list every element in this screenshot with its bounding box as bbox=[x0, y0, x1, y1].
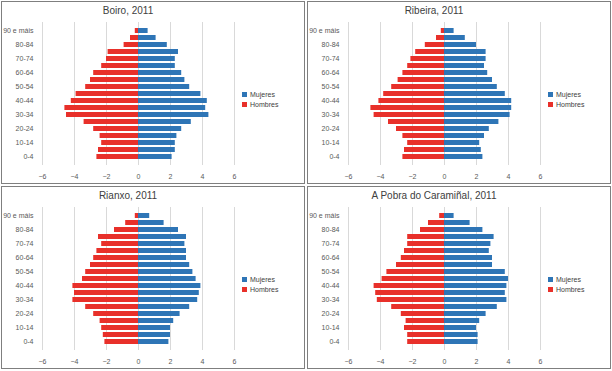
svg-text:6: 6 bbox=[233, 358, 237, 365]
html-text:Hombres: Hombres bbox=[556, 101, 585, 108]
svg-text:6: 6 bbox=[539, 173, 543, 180]
svg-text:−6: −6 bbox=[39, 173, 47, 180]
html-text:A Pobra do Caramiñal, 2011: A Pobra do Caramiñal, 2011 bbox=[371, 190, 497, 201]
svg-text:20-24: 20-24 bbox=[16, 310, 34, 317]
svg-text:80-84: 80-84 bbox=[322, 41, 340, 48]
html-text:Ribeira, 2011: Ribeira, 2011 bbox=[404, 5, 464, 16]
html-text:Mujeres: Mujeres bbox=[556, 276, 581, 283]
svg-text:6: 6 bbox=[233, 173, 237, 180]
svg-text:90 e máis: 90 e máis bbox=[3, 212, 34, 219]
svg-text:80-84: 80-84 bbox=[16, 226, 34, 233]
svg-text:0-4: 0-4 bbox=[23, 153, 33, 160]
svg-text:4: 4 bbox=[201, 173, 205, 180]
svg-text:4: 4 bbox=[201, 358, 205, 365]
svg-text:0: 0 bbox=[443, 358, 447, 365]
svg-text:0: 0 bbox=[137, 173, 141, 180]
svg-text:30-34: 30-34 bbox=[16, 111, 34, 118]
svg-text:60-64: 60-64 bbox=[16, 254, 34, 261]
svg-text:10-14: 10-14 bbox=[16, 324, 34, 331]
svg-text:90 e máis: 90 e máis bbox=[309, 212, 340, 219]
svg-text:80-84: 80-84 bbox=[322, 226, 340, 233]
svg-text:70-74: 70-74 bbox=[322, 240, 340, 247]
svg-text:50-54: 50-54 bbox=[322, 268, 340, 275]
svg-text:0-4: 0-4 bbox=[329, 153, 339, 160]
html-text:Rianxo, 2011: Rianxo, 2011 bbox=[98, 190, 158, 201]
svg-text:70-74: 70-74 bbox=[16, 240, 34, 247]
svg-text:10-14: 10-14 bbox=[16, 139, 34, 146]
svg-text:60-64: 60-64 bbox=[322, 69, 340, 76]
svg-text:90 e máis: 90 e máis bbox=[309, 27, 340, 34]
svg-text:6: 6 bbox=[539, 358, 543, 365]
svg-text:−6: −6 bbox=[345, 173, 353, 180]
svg-text:80-84: 80-84 bbox=[16, 41, 34, 48]
html-text:Mujeres: Mujeres bbox=[250, 91, 275, 98]
svg-text:−6: −6 bbox=[39, 358, 47, 365]
svg-text:40-44: 40-44 bbox=[322, 97, 340, 104]
svg-text:4: 4 bbox=[507, 358, 511, 365]
svg-text:20-24: 20-24 bbox=[16, 125, 34, 132]
html-text:Hombres: Hombres bbox=[556, 286, 585, 293]
svg-text:50-54: 50-54 bbox=[322, 83, 340, 90]
svg-text:30-34: 30-34 bbox=[322, 296, 340, 303]
svg-text:−4: −4 bbox=[71, 173, 79, 180]
svg-text:60-64: 60-64 bbox=[16, 69, 34, 76]
svg-text:4: 4 bbox=[507, 173, 511, 180]
svg-text:−2: −2 bbox=[103, 358, 111, 365]
html-text:Hombres: Hombres bbox=[250, 286, 279, 293]
svg-text:−4: −4 bbox=[377, 173, 385, 180]
svg-text:−2: −2 bbox=[409, 173, 417, 180]
html-text:Mujeres: Mujeres bbox=[250, 276, 275, 283]
svg-text:−6: −6 bbox=[345, 358, 353, 365]
svg-text:20-24: 20-24 bbox=[322, 125, 340, 132]
html-text:Hombres: Hombres bbox=[250, 101, 279, 108]
svg-text:2: 2 bbox=[475, 358, 479, 365]
svg-text:2: 2 bbox=[475, 173, 479, 180]
svg-text:60-64: 60-64 bbox=[322, 254, 340, 261]
svg-text:−2: −2 bbox=[103, 173, 111, 180]
html-text:Boiro, 2011: Boiro, 2011 bbox=[102, 5, 154, 16]
svg-text:50-54: 50-54 bbox=[16, 268, 34, 275]
svg-text:40-44: 40-44 bbox=[16, 282, 34, 289]
svg-text:30-34: 30-34 bbox=[16, 296, 34, 303]
svg-text:20-24: 20-24 bbox=[322, 310, 340, 317]
svg-text:90 e máis: 90 e máis bbox=[3, 27, 34, 34]
svg-text:50-54: 50-54 bbox=[16, 83, 34, 90]
svg-text:0-4: 0-4 bbox=[23, 338, 33, 345]
svg-text:−2: −2 bbox=[409, 358, 417, 365]
svg-text:10-14: 10-14 bbox=[322, 324, 340, 331]
svg-text:0: 0 bbox=[443, 173, 447, 180]
svg-text:2: 2 bbox=[169, 358, 173, 365]
svg-text:30-34: 30-34 bbox=[322, 111, 340, 118]
svg-text:−4: −4 bbox=[71, 358, 79, 365]
svg-text:2: 2 bbox=[169, 173, 173, 180]
svg-text:10-14: 10-14 bbox=[322, 139, 340, 146]
svg-text:70-74: 70-74 bbox=[16, 55, 34, 62]
svg-text:0-4: 0-4 bbox=[329, 338, 339, 345]
svg-text:−4: −4 bbox=[377, 358, 385, 365]
svg-text:70-74: 70-74 bbox=[322, 55, 340, 62]
svg-text:40-44: 40-44 bbox=[322, 282, 340, 289]
svg-text:0: 0 bbox=[137, 358, 141, 365]
html-text:Mujeres: Mujeres bbox=[556, 91, 581, 98]
svg-text:40-44: 40-44 bbox=[16, 97, 34, 104]
